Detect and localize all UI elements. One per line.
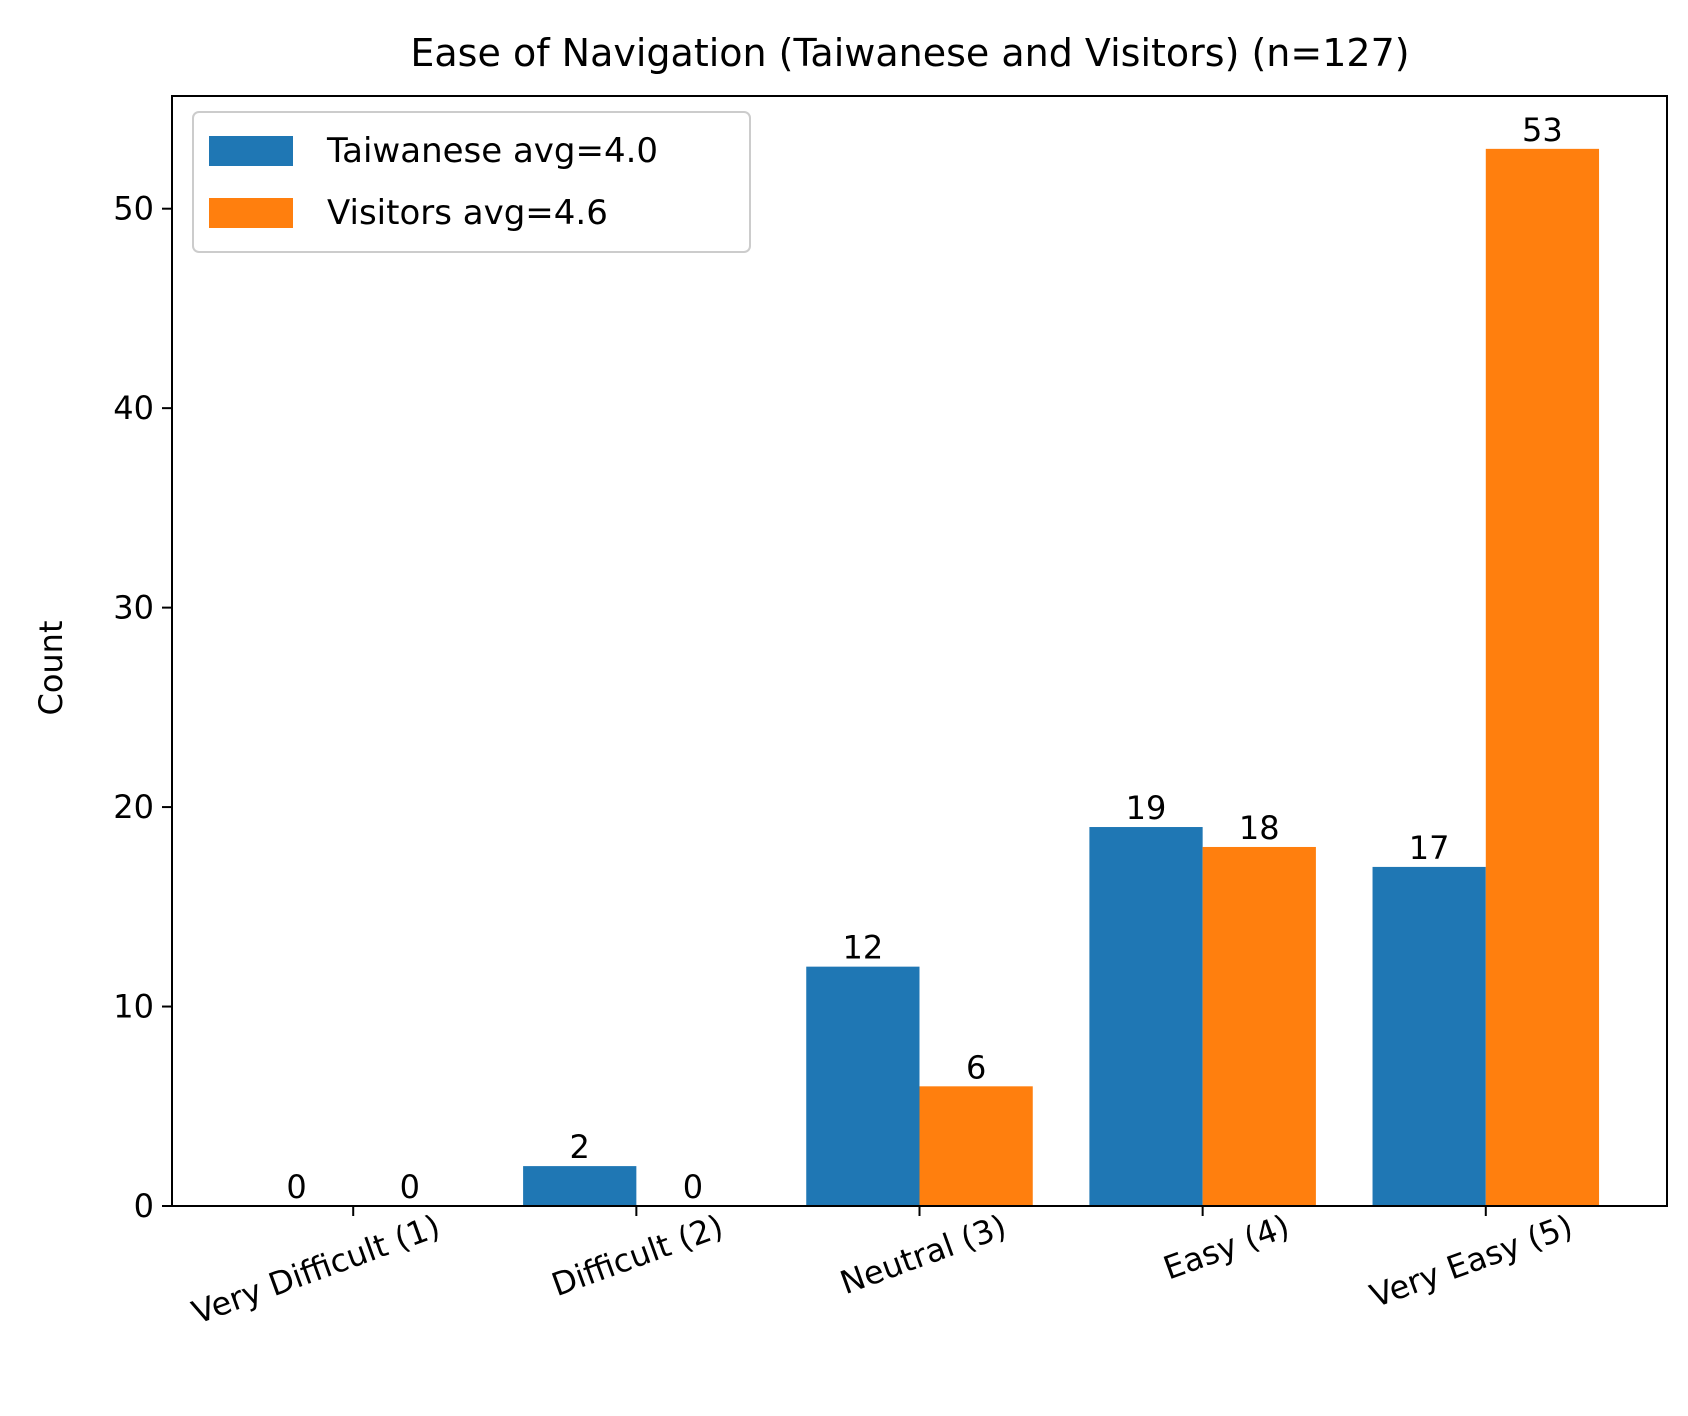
x-tick-label: Easy (4): [1158, 1207, 1294, 1287]
data-label: 17: [1409, 829, 1450, 867]
x-tick-label: Neutral (3): [835, 1207, 1011, 1302]
y-axis-label: Count: [32, 620, 70, 715]
bar-taiwanese-3: [1089, 827, 1203, 1206]
y-tick-label: 0: [134, 1187, 154, 1225]
data-label: 19: [1126, 789, 1167, 827]
data-label: 6: [966, 1048, 986, 1086]
y-tick-label: 30: [113, 589, 154, 627]
x-tick-label: Very Easy (5): [1365, 1207, 1577, 1315]
data-label: 0: [683, 1168, 703, 1206]
y-tick-label: 50: [113, 190, 154, 228]
legend-box: [192, 111, 751, 253]
legend: Taiwanese avg=4.0 Visitors avg=4.6: [192, 111, 751, 253]
bar-visitors-4: [1485, 148, 1600, 1206]
bar-taiwanese-1: [523, 1166, 637, 1206]
legend-swatch-taiwanese: [209, 136, 293, 166]
x-tick-label: Difficult (2): [547, 1207, 728, 1304]
data-label: 0: [286, 1168, 306, 1206]
y-tick-label: 40: [113, 389, 154, 427]
bar-visitors-2: [919, 1086, 1033, 1206]
data-label: 2: [570, 1128, 590, 1166]
bars-layer: 0 2 12 19 17 0 0 6 18 53: [286, 111, 1600, 1206]
legend-swatch-visitors: [209, 198, 293, 228]
y-tick-label: 10: [113, 988, 154, 1026]
data-label: 53: [1522, 111, 1563, 149]
chart-title: Ease of Navigation (Taiwanese and Visito…: [410, 31, 1409, 75]
y-tick-label: 20: [113, 788, 154, 826]
bar-visitors-3: [1202, 846, 1316, 1206]
x-tick-label: Very Difficult (1): [187, 1207, 445, 1332]
bar-taiwanese-4: [1372, 866, 1486, 1206]
data-label: 0: [400, 1168, 420, 1206]
data-label: 18: [1239, 809, 1280, 847]
data-label: 12: [843, 929, 884, 967]
bar-taiwanese-2: [806, 966, 920, 1206]
legend-label-visitors: Visitors avg=4.6: [327, 193, 608, 233]
legend-label-taiwanese: Taiwanese avg=4.0: [326, 131, 658, 171]
